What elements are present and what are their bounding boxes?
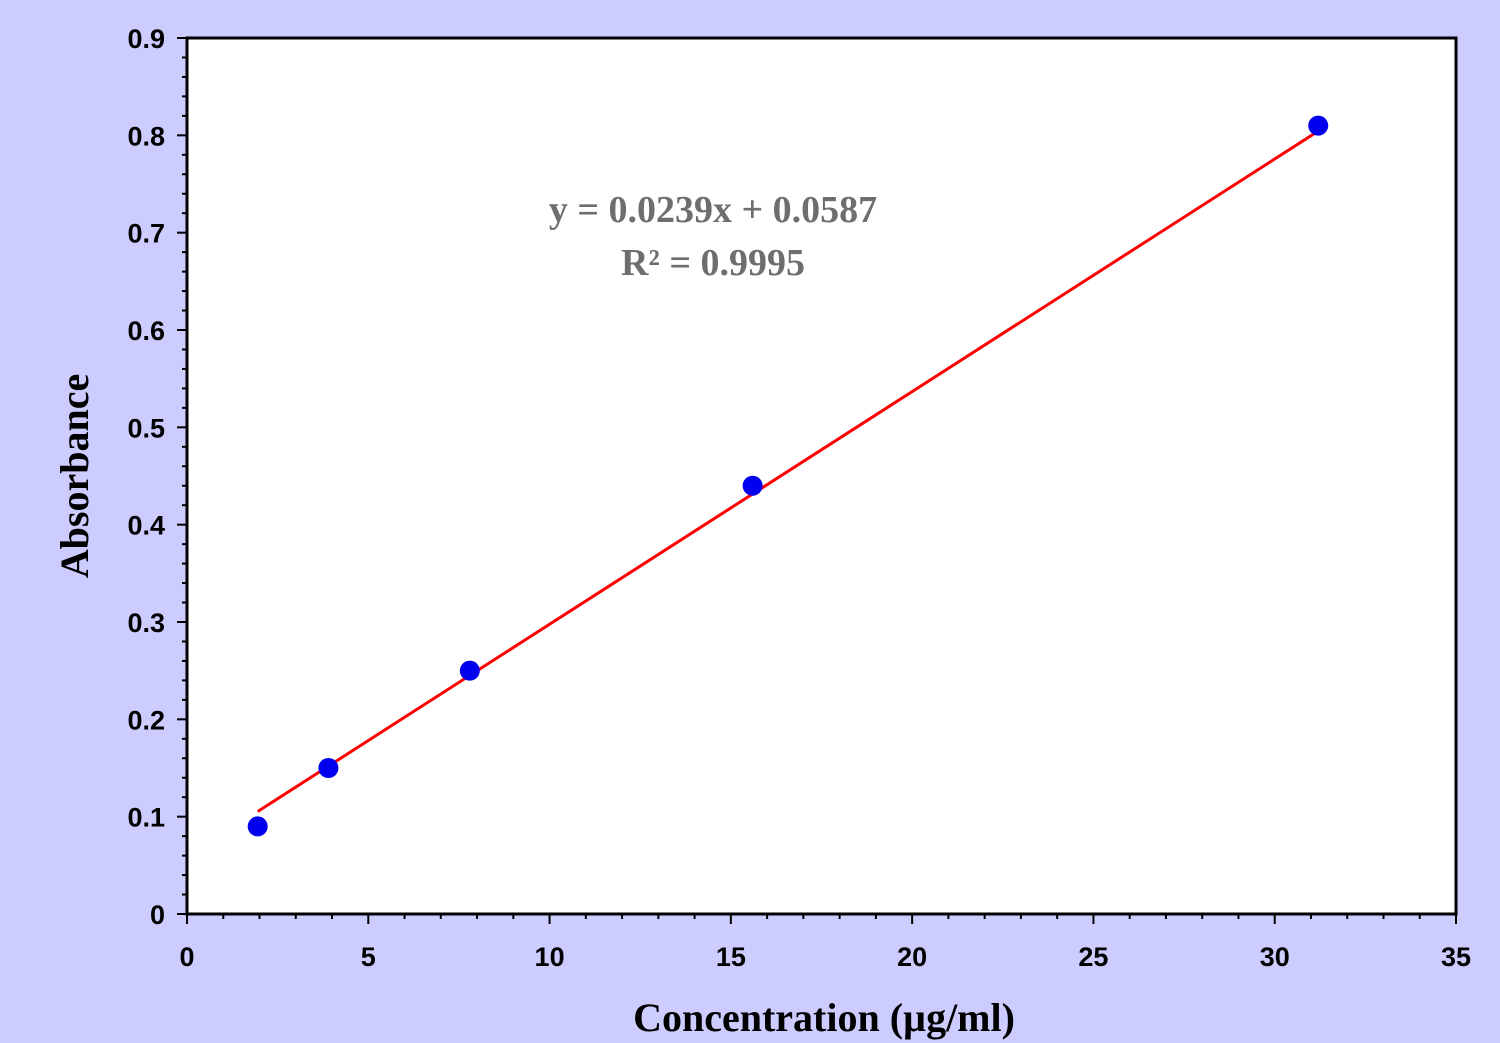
- x-tick-labels: 0 5 10 15 20 25 30 35: [179, 942, 1471, 972]
- data-point: [247, 816, 268, 837]
- x-tick-label: 0: [179, 942, 194, 972]
- y-tick-label: 0.3: [127, 608, 165, 638]
- y-tick-label: 0.9: [127, 24, 165, 54]
- data-point: [742, 475, 763, 496]
- y-tick-label: 0.1: [127, 803, 165, 833]
- y-tick-label: 0: [150, 900, 165, 930]
- data-point: [1308, 115, 1329, 136]
- trendline: [256, 129, 1320, 813]
- x-tick-label: 25: [1078, 942, 1108, 972]
- y-tick-label: 0.5: [127, 413, 165, 443]
- x-tick-label: 35: [1441, 942, 1471, 972]
- equation-label: y = 0.0239x + 0.0587: [549, 189, 877, 231]
- data-point: [459, 660, 480, 681]
- x-tick-label: 5: [361, 942, 376, 972]
- y-tick-label: 0.7: [127, 219, 165, 249]
- x-tick-label: 10: [535, 942, 565, 972]
- plot-area: [185, 36, 1458, 916]
- y-tick-label: 0.4: [127, 511, 165, 541]
- x-axis-title: Concentration (µg/ml): [633, 995, 1015, 1040]
- y-tick-label: 0.6: [127, 316, 165, 346]
- x-tick-label: 30: [1260, 942, 1290, 972]
- y-tick-label: 0.2: [127, 705, 165, 735]
- data-point: [318, 758, 339, 778]
- r-squared-label: R² = 0.9995: [621, 242, 805, 284]
- y-tick-label: 0.8: [127, 121, 165, 151]
- data-points: [247, 115, 1329, 837]
- y-axis-title: Absorbance: [52, 374, 97, 578]
- axis-ticks: [177, 37, 1457, 924]
- x-tick-label: 15: [716, 942, 746, 972]
- y-tick-labels: 0 0.1 0.2 0.3 0.4 0.5 0.6 0.7 0.8 0.9: [127, 24, 165, 930]
- x-tick-label: 20: [897, 942, 927, 972]
